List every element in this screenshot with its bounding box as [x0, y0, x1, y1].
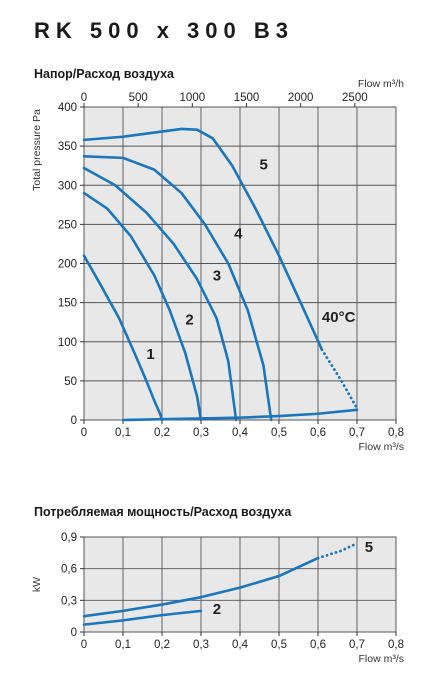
curve-label-5: 5: [365, 539, 373, 556]
y-tick-label: 100: [58, 337, 77, 349]
x-tick-label: 0,3: [193, 639, 209, 651]
x-tick-label: 0,7: [349, 427, 365, 439]
x2-tick-label: 0: [81, 92, 87, 104]
curve-2: [82, 191, 203, 422]
x-tick-label: 0,1: [115, 639, 131, 651]
pressure-chart-title: Напор/Расход воздуха: [34, 67, 175, 81]
x-tick-label: 0,5: [271, 427, 287, 439]
x2-tick-label: 2000: [288, 92, 314, 104]
curve-1: [82, 254, 164, 422]
x-tick-label: 0: [81, 427, 87, 439]
x-tick-label: 0,6: [310, 639, 326, 651]
label-40c: 40°C: [322, 309, 356, 326]
y-tick-label: 0: [71, 415, 77, 427]
y-tick-label: 50: [64, 376, 77, 388]
pressure-flow-chart: 0 0,1 0,2 0,3 0,4 0,5 0,6 0,7 0,8050100150200250…: [31, 78, 405, 453]
x2-tick-label: 1500: [234, 92, 260, 104]
x-tick-label: 0,1: [115, 427, 131, 439]
y-tick-label: 0,3: [61, 595, 77, 607]
y-tick-label: 400: [58, 102, 77, 114]
curve-label-3: 3: [213, 268, 221, 285]
y-tick-label: 350: [58, 141, 77, 153]
curve-label-5: 5: [260, 157, 268, 174]
y-tick-label: 0,9: [61, 532, 77, 544]
x-tick-label: 0,5: [271, 639, 287, 651]
x-tick-label: 0,8: [388, 427, 404, 439]
title: RK 500 x 300 B3: [34, 18, 294, 43]
y-tick-label: 0: [71, 627, 77, 639]
power-chart-title: Потребляемая мощность/Расход воздуха: [34, 505, 292, 519]
x-tick-label: 0,7: [349, 639, 365, 651]
x-axis-label: Flow m³/s: [359, 441, 405, 453]
x-axis-label: Flow m³/s: [359, 653, 405, 665]
y-tick-label: 250: [58, 219, 77, 231]
x-tick-label: 0,4: [232, 639, 249, 651]
curve-3: [82, 166, 238, 422]
x-tick-label: 0,6: [310, 427, 326, 439]
x2-tick-label: 500: [129, 92, 148, 104]
x2-tick-label: 1000: [180, 92, 206, 104]
x-tick-label: 0,3: [193, 427, 209, 439]
y-axis-label: Total pressure Pa: [31, 109, 43, 191]
curve-label-2: 2: [213, 601, 221, 618]
curve-label-4: 4: [234, 225, 243, 242]
x2-tick-label: 2500: [342, 92, 368, 104]
y-tick-label: 150: [58, 298, 77, 310]
x-tick-label: 0,4: [232, 427, 249, 439]
x2-axis-label: Flow m³/h: [358, 78, 404, 90]
x-tick-label: 0,2: [154, 427, 170, 439]
y-axis-label: kW: [31, 577, 43, 592]
x-tick-label: 0,8: [388, 639, 404, 651]
y-tick-label: 0,6: [61, 564, 77, 576]
y-tick-label: 200: [58, 259, 77, 271]
y-tick-label: 300: [58, 180, 77, 192]
x-tick-label: 0,2: [154, 639, 170, 651]
curve-label-2: 2: [185, 312, 193, 329]
x-tick-label: 0: [81, 639, 87, 651]
curve-label-1: 1: [146, 346, 154, 363]
curve-2: [82, 609, 203, 626]
